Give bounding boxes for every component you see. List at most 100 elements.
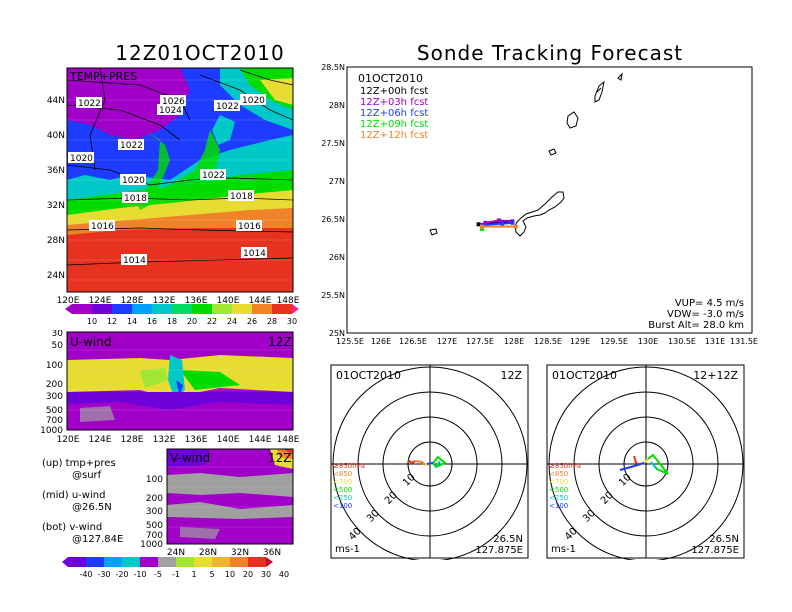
temp-pres-label: TEMP+PRES xyxy=(69,70,137,83)
svg-text:10: 10 xyxy=(87,317,97,326)
svg-text:100: 100 xyxy=(146,475,163,485)
svg-text:129E: 129E xyxy=(570,337,590,346)
svg-text:18: 18 xyxy=(167,317,177,326)
svg-text:<100: <100 xyxy=(333,502,352,510)
svg-text:700: 700 xyxy=(46,416,63,426)
svg-text:132E: 132E xyxy=(153,296,176,306)
svg-text:22: 22 xyxy=(207,317,217,326)
svg-text:700: 700 xyxy=(146,531,163,541)
svg-text:1016: 1016 xyxy=(91,222,114,232)
hodo2-date: 01OCT2010 xyxy=(552,369,617,382)
svg-text:126.5E: 126.5E xyxy=(399,337,427,346)
u-wind-panel: U-wind 12Z 30 50 100 200 300 500 700 100… xyxy=(40,330,300,445)
svg-text:128.5E: 128.5E xyxy=(534,337,562,346)
svg-text:1000: 1000 xyxy=(40,426,63,436)
svg-text:500: 500 xyxy=(146,521,163,531)
legend-06h: 12Z+06h fcst xyxy=(360,108,428,119)
svg-text:24N: 24N xyxy=(167,548,185,558)
svg-text:131E: 131E xyxy=(705,337,725,346)
hodo1-lat: 26.5N xyxy=(493,534,523,545)
map-x-ticks: 120E 124E 128E 132E 136E 140E 144E 148E xyxy=(57,296,300,306)
hodo1-unit: ms-1 xyxy=(335,544,360,555)
svg-text:27.5N: 27.5N xyxy=(321,139,345,148)
svg-text:120E: 120E xyxy=(57,296,80,306)
svg-text:36N: 36N xyxy=(263,548,281,558)
notes-block: (up) tmp+pres @surf (mid) u-wind @26.5N … xyxy=(42,458,123,546)
coastlines xyxy=(429,72,623,237)
svg-text:<250: <250 xyxy=(333,494,352,502)
track-point xyxy=(480,226,484,231)
track-y-ticks: 28.5N 28N 27.5N 27N 26.5N 26N 25.5N 25N xyxy=(321,63,345,338)
svg-text:<850: <850 xyxy=(333,470,352,478)
track-point xyxy=(483,220,488,225)
svg-text:131.5E: 131.5E xyxy=(730,337,758,346)
svg-text:-1: -1 xyxy=(172,570,180,579)
hodograph-12z: 10 20 30 40 01OCT2010 12Z ≥850hPa <850 <… xyxy=(330,364,529,560)
svg-text:1020: 1020 xyxy=(70,154,93,164)
svg-text:26.5N: 26.5N xyxy=(321,215,345,224)
svg-text:<500: <500 xyxy=(333,486,352,494)
svg-text:≥850hPa: ≥850hPa xyxy=(549,462,581,470)
track-point xyxy=(480,224,484,229)
hodograph-12-12z: 10 20 30 40 01OCT2010 12+12Z ≥850hPa <85… xyxy=(546,364,745,560)
note-mid2: @26.5N xyxy=(72,502,112,513)
note-mid: (mid) u-wind xyxy=(42,490,106,501)
svg-text:16: 16 xyxy=(147,317,157,326)
svg-text:136E: 136E xyxy=(185,296,208,306)
svg-text:128E: 128E xyxy=(504,337,524,346)
svg-text:25N: 25N xyxy=(329,329,345,338)
track-date: 01OCT2010 xyxy=(358,72,423,85)
svg-text:20: 20 xyxy=(187,317,197,326)
svg-text:127.5E: 127.5E xyxy=(466,337,494,346)
svg-text:<700: <700 xyxy=(549,478,568,486)
note-bot: (bot) v-wind xyxy=(42,522,103,533)
svg-text:148E: 148E xyxy=(277,435,300,445)
svg-text:24N: 24N xyxy=(47,271,65,281)
svg-text:126E: 126E xyxy=(371,337,391,346)
svg-text:40: 40 xyxy=(279,570,289,579)
svg-text:28N: 28N xyxy=(47,236,65,246)
svg-text:VUP= 4.5 m/s: VUP= 4.5 m/s xyxy=(675,298,744,309)
svg-text:1018: 1018 xyxy=(230,192,253,202)
svg-text:27N: 27N xyxy=(329,177,345,186)
svg-text:300: 300 xyxy=(146,507,163,517)
svg-text:124E: 124E xyxy=(89,296,112,306)
track-info: VUP= 4.5 m/s VDW= -3.0 m/s Burst Alt= 28… xyxy=(648,298,744,331)
legend-00h: 12Z+00h fcst xyxy=(360,86,428,97)
svg-text:1022: 1022 xyxy=(78,99,101,109)
svg-text:144E: 144E xyxy=(249,435,272,445)
svg-text:1024: 1024 xyxy=(159,106,182,116)
svg-text:1022: 1022 xyxy=(120,141,143,151)
note-up2: @surf xyxy=(72,470,102,481)
track-point xyxy=(496,218,501,223)
svg-text:10: 10 xyxy=(225,570,235,579)
svg-text:12: 12 xyxy=(107,317,117,326)
svg-text:36N: 36N xyxy=(47,166,65,176)
svg-text:500: 500 xyxy=(46,406,63,416)
svg-text:132E: 132E xyxy=(153,435,176,445)
svg-text:<100: <100 xyxy=(549,502,568,510)
u-wind-label: U-wind xyxy=(70,335,111,349)
hodo2-lat: 26.5N xyxy=(709,534,739,545)
svg-text:-40: -40 xyxy=(79,570,92,579)
svg-text:26: 26 xyxy=(247,317,257,326)
svg-text:20: 20 xyxy=(243,570,253,579)
svg-text:140E: 140E xyxy=(217,296,240,306)
left-title: 12Z01OCT2010 xyxy=(115,41,285,65)
wind-colorbar: -40 -30 -20 -10 -5 -1 1 5 10 20 30 40 xyxy=(62,557,289,579)
track-point xyxy=(500,221,505,226)
svg-text:VDW= -3.0 m/s: VDW= -3.0 m/s xyxy=(667,309,744,320)
svg-text:1022: 1022 xyxy=(202,171,225,181)
svg-text:-10: -10 xyxy=(133,570,146,579)
svg-text:28.5N: 28.5N xyxy=(321,63,345,72)
svg-text:-30: -30 xyxy=(97,570,110,579)
svg-text:1: 1 xyxy=(191,570,196,579)
svg-text:200: 200 xyxy=(146,494,163,504)
svg-text:≥850hPa: ≥850hPa xyxy=(333,462,365,470)
svg-text:120E: 120E xyxy=(57,435,80,445)
svg-text:30: 30 xyxy=(287,317,297,326)
isobar-labels: 1022 1026 1024 1022 1020 1022 1020 1022 … xyxy=(68,94,267,266)
svg-text:25.5N: 25.5N xyxy=(321,291,345,300)
svg-text:130.5E: 130.5E xyxy=(668,337,696,346)
hodo-trace-1 xyxy=(407,455,447,469)
